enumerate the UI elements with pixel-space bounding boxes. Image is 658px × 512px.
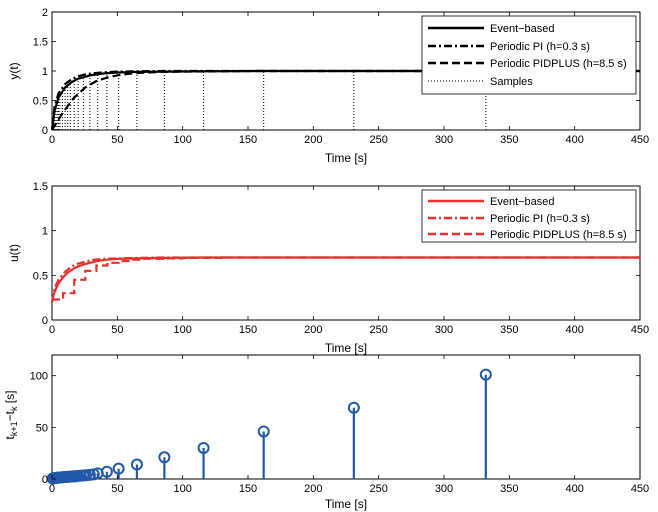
x-tick-label: 150 [239,483,257,495]
y-tick-label: 2 [42,7,48,19]
x-tick-label: 150 [239,324,257,336]
x-tick-label: 200 [304,483,322,495]
legend: Event−based Periodic PI (h=0.3 s) Period… [421,189,637,243]
x-tick-label: 50 [111,134,123,146]
stem-marker [130,458,143,471]
x-tick-label: 300 [435,324,453,336]
stem-marker [479,368,492,381]
y-axis-label-sub2: k [9,406,19,411]
plot-marks [50,256,640,303]
legend-label-periodic-pi: Periodic PI (h=0.3 s) [490,213,590,225]
x-tick-label: 450 [631,134,649,146]
y-tick-label: 50 [36,422,48,434]
x-axis-label: Time [s] [325,497,367,511]
y-tick-label: 0.5 [33,270,48,282]
plot-area [51,354,641,480]
legend-label-periodic-pidplus: Periodic PIDPLUS (h=8.5 s) [490,58,627,70]
x-tick-label: 200 [304,134,322,146]
x-tick-label: 300 [435,483,453,495]
x-tick-label: 0 [49,324,55,336]
legend-label-samples: Samples [490,76,533,88]
y-axis-label: u(t) [7,244,21,262]
x-tick-label: 450 [631,324,649,336]
x-tick-label: 450 [631,483,649,495]
y-tick-label: 1.5 [33,181,48,193]
stem-marker [347,401,360,414]
stem-marker [197,442,210,454]
x-tick-label: 250 [369,324,387,336]
y-tick-label: 1 [42,66,48,78]
x-tick-label: 200 [304,324,322,336]
x-tick-label: 0 [49,483,55,495]
stem-marker [158,451,171,464]
legend-label-periodic-pidplus: Periodic PIDPLUS (h=8.5 s) [490,229,627,241]
legend-label-periodic-pi: Periodic PI (h=0.3 s) [490,41,590,53]
y-axis-label-sub1: k+1 [9,421,19,436]
x-tick-label: 100 [173,134,191,146]
x-tick-label: 0 [49,134,55,146]
legend-label-event-based: Event−based [490,196,555,208]
y-tick-label: 1.5 [33,37,48,49]
y-tick-label: 0 [42,125,48,137]
x-tick-label: 100 [173,324,191,336]
x-tick-label: 350 [500,324,518,336]
legend-label-event-based: Event−based [490,23,555,35]
y-tick-label: 100 [30,371,48,383]
control-u-plot: 0 50 100 150 200 250 300 350 400 450 0 0.5 1 1.5 Time… [7,181,649,355]
y-tick-label: 1 [42,226,48,238]
x-tick-label: 50 [111,483,123,495]
y-axis-label: y(t) [7,62,21,79]
stem-marker [257,425,270,438]
x-tick-label: 250 [369,483,387,495]
plot-marks [50,69,640,131]
inter-event-time-plot: 0 50 100 150 200 250 300 350 400 450 0 50 100 Time [… [3,354,649,511]
x-axis-label: Time [s] [325,341,367,355]
x-tick-label: 350 [500,483,518,495]
y-axis-label-unit: [s] [3,391,17,407]
x-tick-label: 300 [435,134,453,146]
y-axis-label-minus: −t [3,410,17,421]
x-tick-label: 250 [369,134,387,146]
series-line-2 [51,69,640,131]
output-y-plot: 0 50 100 150 200 250 300 350 400 450 0 0.5 1 1.5 2 Tim… [7,7,649,165]
x-tick-label: 400 [565,134,583,146]
x-tick-label: 400 [565,483,583,495]
x-tick-label: 50 [111,324,123,336]
series-line-1 [50,256,640,303]
axis-ticks: 0 50 100 150 200 250 300 350 400 450 0 50 100 [30,355,649,495]
x-tick-label: 400 [565,324,583,336]
x-tick-label: 150 [239,134,257,146]
y-tick-label: 0.5 [33,96,48,108]
legend: Event−based Periodic PI (h=0.3 s) Period… [421,15,637,95]
series-line-1 [50,69,640,131]
stem-marker [112,462,125,475]
axis-ticks: 0 50 100 150 200 250 300 350 400 450 0 0.5 1 1.5 2 [33,7,649,146]
x-tick-label: 100 [173,483,191,495]
y-axis-label-t: t [3,435,17,439]
y-tick-label: 0 [42,315,48,327]
stem-marker [100,465,113,478]
x-tick-label: 350 [500,134,518,146]
y-tick-label: 0 [42,474,48,486]
x-axis-label: Time [s] [325,151,367,165]
axis-ticks: 0 50 100 150 200 250 300 350 400 450 0 0.5 1 1.5 [33,181,649,336]
series-line-2 [52,256,640,301]
y-axis-label: tk+1−tk [s] [3,391,19,440]
